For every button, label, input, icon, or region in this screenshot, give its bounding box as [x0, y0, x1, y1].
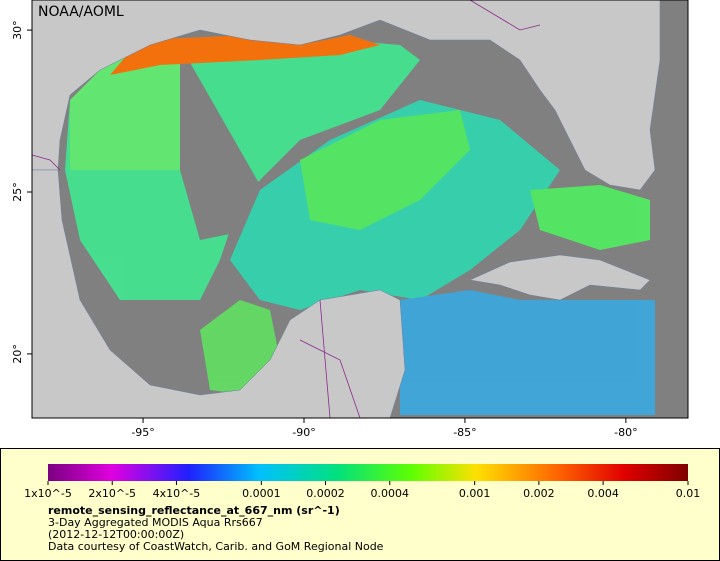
land: [31, 0, 661, 419]
data-patch: [300, 110, 470, 230]
map-border: [31, 0, 689, 419]
colorbar-tick-label: 0.004: [587, 487, 619, 500]
colorbar-tick-label: 0.0002: [306, 487, 345, 500]
data-patch: [110, 35, 380, 75]
data-patch: [400, 290, 655, 415]
legend-line: Data courtesy of CoastWatch, Carib. and …: [48, 540, 384, 553]
y-tick-label: 25°: [11, 182, 24, 202]
data-patch: [530, 185, 650, 250]
colorbar-tick-label: 0.01: [676, 487, 701, 500]
mexico: [31, 169, 406, 419]
borders: [31, 0, 541, 419]
data-field: [65, 35, 655, 415]
x-tick-label: -85°: [453, 426, 476, 439]
x-tick-label: -95°: [131, 426, 154, 439]
colorbar-tick-label: 0.0001: [242, 487, 281, 500]
colorbar-tick-label: 0.0004: [371, 487, 410, 500]
map: NOAA/AOML: [31, 0, 689, 419]
cuba: [469, 254, 651, 301]
border: [319, 299, 331, 419]
colorbar: [48, 464, 688, 481]
y-tick-label: 30°: [11, 20, 24, 40]
y-tick-label: 20°: [11, 344, 24, 364]
legend-line: (2012-12-12T00:00:00Z): [48, 528, 184, 541]
credit: NOAA/AOML: [38, 4, 124, 20]
no-data: [180, 45, 260, 240]
colorbar-tick-label: 2x10^-5: [88, 487, 136, 500]
border: [31, 154, 61, 171]
colorbar-tick-label: 4x10^-5: [153, 487, 201, 500]
usa: [31, 0, 661, 191]
colorbar-tick-label: 1x10^-5: [24, 487, 72, 500]
border: [299, 339, 361, 419]
data-patch: [70, 45, 180, 170]
border: [469, 0, 541, 31]
colorbar-tick-label: 0.001: [459, 487, 491, 500]
legend-line: 3-Day Aggregated MODIS Aqua Rrs667: [48, 516, 263, 529]
variable-name: remote_sensing_reflectance_at_667_nm (sr…: [48, 504, 340, 517]
colorbar-tick-label: 0.002: [523, 487, 555, 500]
x-tick-label: -90°: [292, 426, 315, 439]
x-tick-label: -80°: [614, 426, 637, 439]
